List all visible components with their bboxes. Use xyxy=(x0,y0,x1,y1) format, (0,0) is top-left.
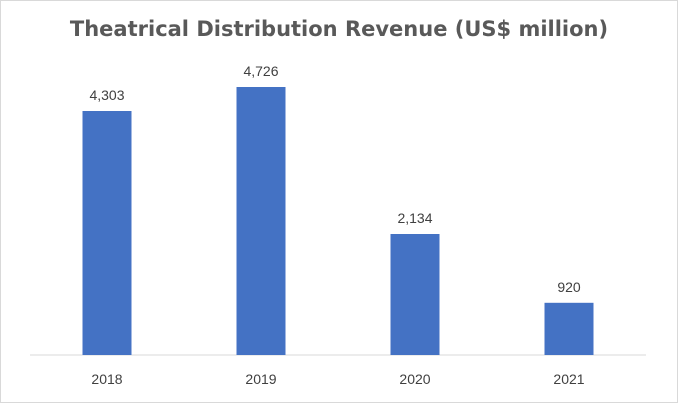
category-label-2021: 2021 xyxy=(553,371,584,387)
value-label-2021: 920 xyxy=(557,279,581,295)
bars-group xyxy=(82,87,594,355)
category-label-2020: 2020 xyxy=(399,371,430,387)
bar-2021 xyxy=(544,302,594,355)
category-label-2018: 2018 xyxy=(91,371,122,387)
value-label-2019: 4,726 xyxy=(243,63,278,79)
bar-2019 xyxy=(236,87,286,355)
bar-2018 xyxy=(82,111,132,355)
value-label-2020: 2,134 xyxy=(397,210,432,226)
bar-2020 xyxy=(390,234,440,355)
value-labels-group: 4,303 4,726 2,134 920 xyxy=(89,63,580,295)
chart-title: Theatrical Distribution Revenue (US$ mil… xyxy=(69,17,609,41)
category-labels-group: 2018 2019 2020 2021 xyxy=(91,371,584,387)
category-label-2019: 2019 xyxy=(245,371,276,387)
value-label-2018: 4,303 xyxy=(89,87,124,103)
